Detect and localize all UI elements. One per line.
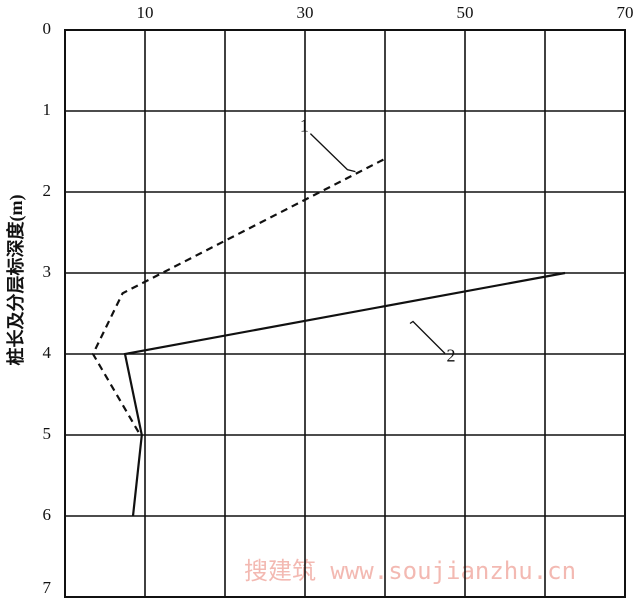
x-tick-label: 50 bbox=[457, 3, 474, 22]
watermark: 搜建筑 www.soujianzhu.cn bbox=[244, 557, 576, 585]
y-tick-label: 6 bbox=[43, 505, 52, 524]
y-tick-label: 2 bbox=[43, 181, 52, 200]
series-label: 2 bbox=[447, 346, 456, 366]
y-axis-label: 桩长及分层标深度(m) bbox=[5, 195, 27, 366]
y-tick-label: 4 bbox=[43, 343, 52, 362]
x-tick-label: 70 bbox=[617, 3, 633, 22]
plot-frame bbox=[64, 29, 626, 598]
y-tick-label: 7 bbox=[43, 578, 52, 597]
x-tick-label: 30 bbox=[297, 3, 314, 22]
y-tick-label: 5 bbox=[43, 424, 52, 443]
series-line bbox=[91, 158, 384, 436]
x-tick-label: 10 bbox=[137, 3, 154, 22]
annotation-leader bbox=[409, 320, 446, 354]
y-tick-label: 3 bbox=[43, 262, 52, 281]
y-tick-label: 1 bbox=[43, 100, 52, 119]
series-label: 1 bbox=[300, 116, 309, 136]
series-line bbox=[123, 271, 566, 517]
y-tick-label: 0 bbox=[43, 19, 52, 38]
annotation-leader bbox=[309, 133, 356, 173]
